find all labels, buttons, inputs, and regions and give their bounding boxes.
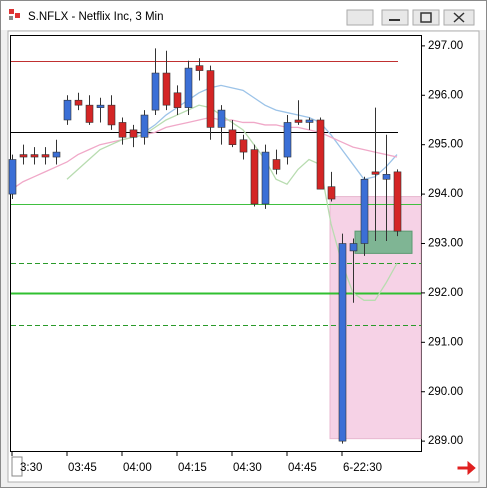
x-tick-label: 04:30 (233, 462, 262, 474)
candle-body (250, 149, 259, 205)
x-tick-label: 3:30 (20, 462, 42, 474)
candle-body (360, 178, 369, 244)
candle-body (382, 174, 391, 180)
y-tick-label: 291.00 (428, 336, 463, 348)
candle-body (283, 122, 292, 158)
candle-body (294, 119, 303, 123)
candle-body (327, 186, 336, 200)
candle-body (52, 151, 61, 158)
link-button[interactable] (346, 9, 374, 26)
candle-body (217, 109, 226, 128)
candle-body (96, 104, 105, 108)
scroll-box[interactable] (11, 456, 23, 477)
candle-body (8, 159, 17, 195)
y-tick-label: 296.00 (428, 89, 463, 101)
plot: 289.00 290.00 291.00 292.00 293.00 294.00 295.… (8, 40, 463, 474)
x-tick-label: 04:15 (178, 462, 207, 474)
candle-body (239, 139, 248, 153)
x-tick-label: 6-22:30 (343, 462, 382, 474)
candle-body (162, 72, 171, 106)
y-tick-label: 295.00 (428, 139, 463, 151)
minimize-button[interactable] (381, 9, 409, 26)
candle-body (206, 70, 215, 128)
y-tick-label: 290.00 (428, 386, 463, 398)
candle-body (184, 67, 193, 108)
x-tick-label: 04:00 (123, 462, 152, 474)
candle-body (195, 65, 204, 71)
y-tick-label: 297.00 (428, 40, 463, 52)
candle-body (338, 243, 347, 442)
candle-body (305, 119, 314, 123)
candle-body (228, 129, 237, 145)
y-tick-label: 293.00 (428, 238, 463, 250)
candle-body (393, 171, 402, 232)
candle-body (349, 243, 358, 252)
x-tick-label: 04:45 (288, 462, 317, 474)
window-buttons[interactable] (346, 9, 475, 26)
candle-body (19, 154, 28, 158)
candle-body (74, 99, 83, 106)
candle-body (85, 104, 94, 123)
candle-body (140, 114, 149, 138)
candle-body (316, 119, 325, 190)
maximize-icon (420, 12, 432, 23)
candle-body (129, 129, 138, 138)
scroll-right-arrow[interactable] (457, 460, 476, 476)
app-icon (9, 9, 20, 20)
candle-body (371, 171, 380, 175)
candle-body (41, 154, 50, 158)
x-tick-label: 03:45 (68, 462, 97, 474)
candle-body (151, 72, 160, 111)
price-zone (354, 230, 413, 254)
candle-body (118, 122, 127, 138)
y-tick-label: 289.00 (428, 435, 463, 447)
window-title: S.NFLX - Netflix Inc, 3 Min (28, 11, 163, 23)
maximize-button[interactable] (412, 9, 440, 26)
candle-body (63, 99, 72, 121)
average-line (11, 116, 398, 190)
candle-body (173, 92, 182, 108)
candle-body (272, 159, 281, 170)
candle-body (261, 151, 270, 205)
y-tick-label: 292.00 (428, 287, 463, 299)
close-icon (453, 12, 465, 23)
y-tick-label: 294.00 (428, 188, 463, 200)
candle-body (107, 104, 116, 126)
candle-body (30, 154, 39, 158)
